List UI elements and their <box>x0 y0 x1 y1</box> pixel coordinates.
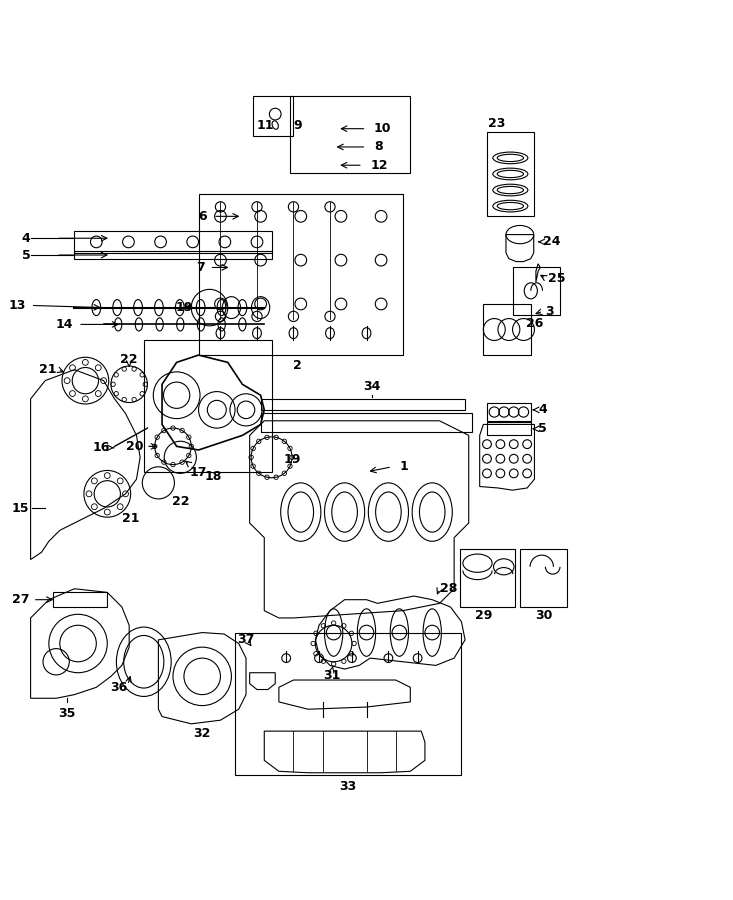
Text: 10: 10 <box>374 122 391 135</box>
Text: 11: 11 <box>257 119 274 131</box>
Text: 21: 21 <box>39 364 56 376</box>
Text: 16: 16 <box>92 441 109 454</box>
Text: 4: 4 <box>538 403 547 417</box>
Text: 2: 2 <box>292 359 301 372</box>
Text: 9: 9 <box>293 119 302 131</box>
Text: 31: 31 <box>323 669 341 682</box>
Bar <box>460 549 515 607</box>
Text: 20: 20 <box>126 440 144 453</box>
Text: 28: 28 <box>440 582 457 595</box>
Text: 8: 8 <box>374 140 383 154</box>
Text: 12: 12 <box>370 158 388 172</box>
Bar <box>487 132 534 216</box>
Text: 26: 26 <box>526 317 543 330</box>
Text: 1: 1 <box>399 460 408 473</box>
Text: 21: 21 <box>122 512 139 525</box>
Text: 7: 7 <box>196 261 205 274</box>
Text: 5: 5 <box>538 422 547 436</box>
Bar <box>144 340 271 472</box>
Bar <box>261 413 472 432</box>
Text: 25: 25 <box>548 272 565 285</box>
Text: 19: 19 <box>175 302 193 314</box>
Text: 5: 5 <box>22 248 31 262</box>
Bar <box>254 95 293 136</box>
Text: 29: 29 <box>475 609 492 622</box>
Text: 4: 4 <box>22 231 31 245</box>
Text: 15: 15 <box>12 502 29 515</box>
Text: 32: 32 <box>194 727 211 741</box>
Text: 33: 33 <box>339 780 357 793</box>
Bar <box>235 633 462 775</box>
Text: 35: 35 <box>59 707 75 720</box>
Bar <box>520 549 567 607</box>
Text: 6: 6 <box>199 210 207 223</box>
Text: 36: 36 <box>110 680 127 694</box>
Text: 19: 19 <box>284 453 301 466</box>
Bar <box>512 267 560 315</box>
Text: 13: 13 <box>8 299 26 312</box>
Text: 18: 18 <box>205 470 222 482</box>
Text: 22: 22 <box>172 495 189 508</box>
Text: 30: 30 <box>535 609 553 622</box>
Text: 34: 34 <box>363 380 380 393</box>
Text: 17: 17 <box>190 466 207 479</box>
Text: 14: 14 <box>56 318 73 331</box>
Text: 3: 3 <box>545 305 554 318</box>
Text: 23: 23 <box>487 117 505 130</box>
Text: 22: 22 <box>120 353 138 366</box>
Text: 27: 27 <box>12 593 29 607</box>
Bar <box>290 95 410 173</box>
Bar <box>199 194 403 356</box>
Text: 37: 37 <box>237 634 254 646</box>
Text: 24: 24 <box>543 236 561 248</box>
